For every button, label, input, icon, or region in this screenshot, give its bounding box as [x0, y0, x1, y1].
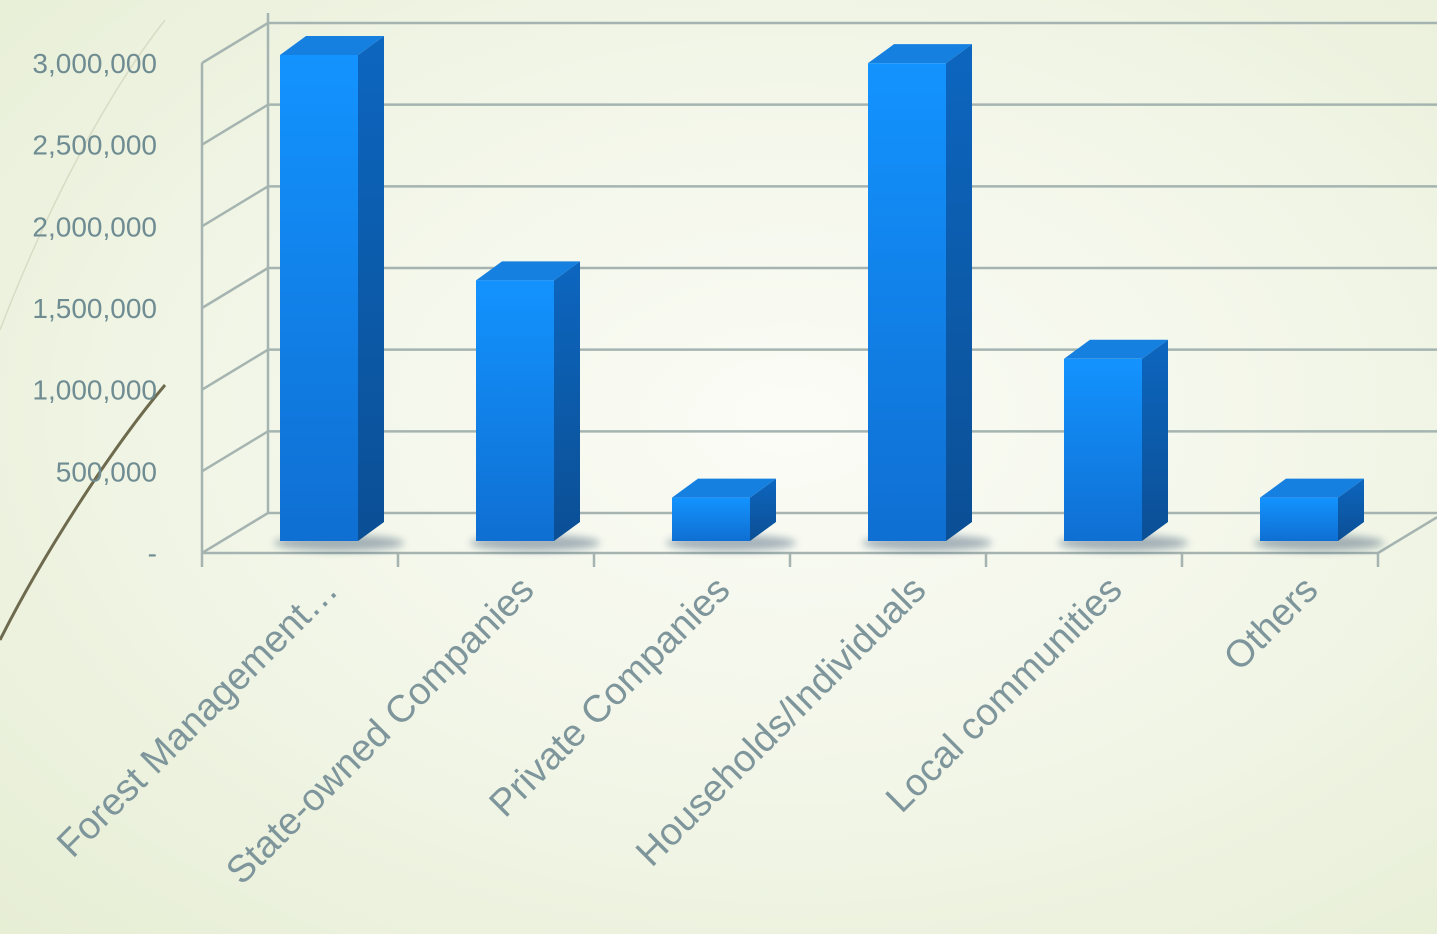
bar: [280, 55, 358, 541]
y-tick-labels: - 500,000 1,000,000 1,500,000 2,000,000 2,500…: [32, 48, 157, 569]
bar: [868, 63, 946, 542]
bars-group: [274, 36, 1384, 551]
bar: [476, 280, 554, 541]
axes-group: [200, 13, 1437, 567]
y-tick-label: 1,000,000: [32, 375, 157, 406]
gridline-depth: [201, 430, 269, 473]
y-tick-label: 2,500,000: [32, 130, 157, 161]
bar-top: [1260, 478, 1364, 498]
grid-group: [201, 21, 1437, 555]
bar-top: [1064, 339, 1168, 359]
bar-side: [358, 36, 384, 541]
bar-side: [1338, 478, 1364, 541]
gridline-depth: [201, 21, 269, 65]
y-tick-label: 3,000,000: [32, 48, 157, 79]
y-tick-label: 1,500,000: [32, 293, 157, 324]
x-tick-label: Others: [1216, 569, 1326, 679]
gridline-depth: [201, 266, 269, 310]
x-tick-labels: Forest Management…State-owned CompaniesP…: [49, 569, 1326, 893]
y-tick-label: 500,000: [56, 456, 157, 487]
gridline-depth: [201, 103, 269, 146]
bar-side: [946, 44, 972, 542]
y-tick-label: -: [148, 538, 157, 569]
bar-side: [1142, 339, 1168, 541]
bar: [672, 497, 750, 541]
gridline-depth: [201, 511, 269, 555]
bar-top: [476, 261, 580, 281]
bar: [1260, 497, 1338, 541]
bar: [1064, 358, 1142, 541]
gridline-depth: [201, 185, 269, 228]
floor-right-edge: [1377, 516, 1437, 555]
bar-top: [672, 478, 776, 498]
y-tick-label: 2,000,000: [32, 211, 157, 242]
decorative-swoosh-thin: [0, 19, 166, 331]
gridline-depth: [201, 348, 269, 391]
bar-side: [554, 261, 580, 541]
decorative-swoosh: [0, 384, 167, 641]
bar-side: [750, 478, 776, 541]
bar-top: [280, 36, 384, 55]
bar-top: [868, 44, 972, 64]
